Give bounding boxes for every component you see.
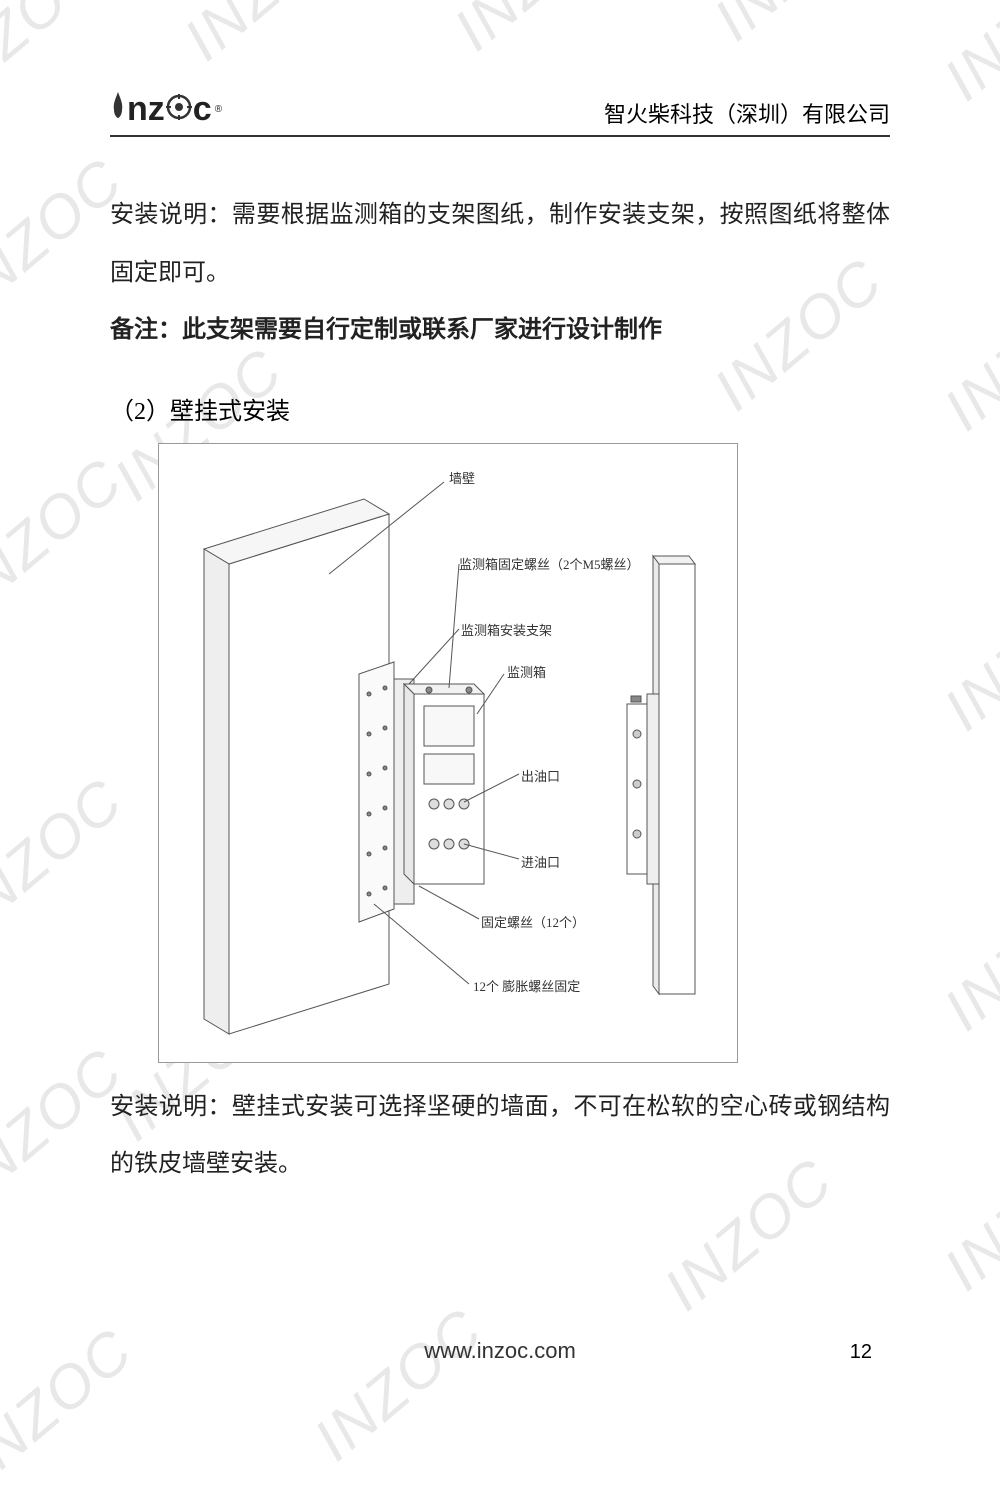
page-header: nz c ® 智火柴科技（深圳）有限公司	[110, 90, 890, 137]
install-paragraph-1: 安装说明：需要根据监测箱的支架图纸，制作安装支架，按照图纸将整体固定即可。	[110, 187, 890, 302]
fig-label-fix-screws: 监测箱固定螺丝（2个M5螺丝）	[459, 554, 640, 573]
registered-icon: ®	[215, 104, 222, 115]
fig-label-oil-out: 出油口	[521, 766, 560, 785]
fig-label-bracket: 监测箱安装支架	[461, 620, 552, 639]
logo-text-pre: nz	[127, 90, 165, 129]
install-paragraph-2: 安装说明：壁挂式安装可选择坚硬的墙面，不可在松软的空心砖或钢结构的铁皮墙壁安装。	[110, 1079, 890, 1194]
logo: nz c ®	[110, 90, 222, 129]
fig-label-wall: 墙壁	[449, 468, 475, 487]
flame-icon	[110, 90, 126, 129]
fig-label-oil-in: 进油口	[521, 852, 560, 871]
fig-label-box: 监测箱	[507, 662, 546, 681]
wall-mount-diagram: 墙壁 监测箱固定螺丝（2个M5螺丝） 监测箱安装支架 监测箱 出油口 进油口 固…	[158, 443, 738, 1063]
target-icon	[166, 90, 192, 129]
page-number: 12	[850, 1341, 872, 1364]
company-name: 智火柴科技（深圳）有限公司	[604, 97, 890, 129]
fig-label-screws12: 固定螺丝（12个）	[481, 912, 585, 931]
logo-text-post: c	[193, 90, 212, 129]
section-2-heading: （2）壁挂式安装	[110, 386, 890, 439]
fig-label-expansion: 12个 膨胀螺丝固定	[473, 976, 580, 995]
note-paragraph: 备注：此支架需要自行定制或联系厂家进行设计制作	[110, 302, 890, 360]
